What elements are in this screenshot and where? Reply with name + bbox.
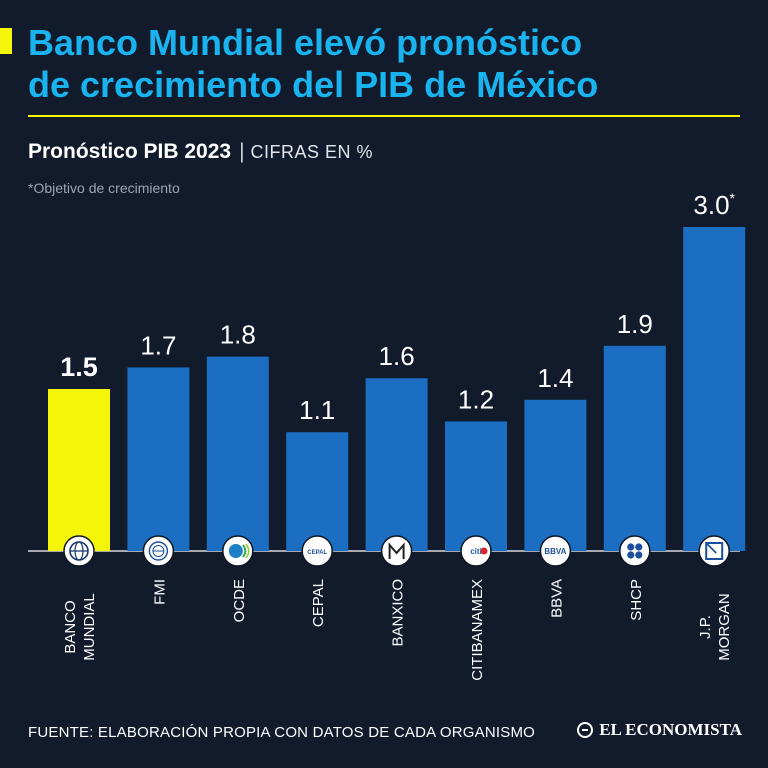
category-label-line: MUNDIAL: [81, 593, 98, 661]
jp-morgan-icon: [698, 535, 730, 567]
category-label-line: CEPAL: [310, 579, 327, 627]
category-label-line: J.P.: [697, 615, 714, 639]
data-label: 1.5: [60, 352, 98, 382]
bar: [603, 345, 666, 551]
footnote: *Objetivo de crecimiento: [28, 180, 180, 196]
cepal-icon: CEPAL: [301, 535, 333, 567]
ocde-icon: [222, 535, 254, 567]
logo-text: citi: [470, 547, 482, 556]
logo-text: BBVA: [544, 547, 566, 556]
category-label-line: BBVA: [548, 579, 565, 618]
category-label-line: CITIBANAMEX: [469, 579, 486, 681]
category-label: OCDE: [231, 579, 248, 622]
bar: [286, 432, 349, 551]
data-label: 1.8: [220, 320, 256, 350]
title-accent-marker: [0, 28, 12, 54]
chart-title: Pronóstico PIB 2023: [28, 140, 232, 163]
bar: [524, 399, 587, 551]
bar-group: 1.4 BBVA BBVA: [524, 363, 587, 618]
bar: [206, 356, 269, 551]
imf-icon: [142, 535, 175, 567]
banxico-icon: [380, 535, 413, 567]
title-line-2: de crecimiento del PIB de México: [28, 64, 599, 105]
bar-group: 1.6 BANXICO: [365, 341, 428, 647]
bar: [127, 367, 190, 551]
bar-group: 1.9 SHCP: [603, 309, 666, 621]
category-label: SHCP: [628, 579, 645, 621]
category-label-line: FMI: [151, 579, 168, 605]
bar-group: 1.2 citi CITIBANAMEX: [445, 384, 507, 681]
category-label-line: MORGAN: [716, 593, 733, 661]
data-label: 1.1: [299, 395, 335, 425]
brand-logo: EL ECONOMISTA: [577, 720, 742, 740]
bbva-icon: BBVA: [539, 535, 572, 567]
category-label-line: BANXICO: [390, 579, 407, 647]
brand-mark-icon: [577, 722, 594, 738]
data-label: 1.6: [379, 341, 415, 371]
category-label: CEPAL: [310, 579, 327, 627]
subtitle-separator: |: [239, 140, 245, 163]
asterisk-mark: *: [730, 190, 736, 206]
source-note: FUENTE: ELABORACIÓN PROPIA CON DATOS DE …: [28, 724, 536, 741]
category-label-line: BANCO: [62, 600, 79, 653]
category-label: J.P. MORGAN: [697, 593, 733, 661]
category-label-line: OCDE: [231, 579, 248, 622]
chart-subtitle: Pronóstico PIB 2023 | CIFRAS EN %: [28, 140, 373, 164]
bar-group: 1.5 BANCO MUNDIAL: [48, 352, 110, 661]
units-label: CIFRAS EN %: [250, 142, 374, 162]
data-label: 1.9: [617, 309, 653, 339]
bar-group: 3.0* J.P. MORGAN: [683, 190, 746, 661]
world-bank-icon: [63, 535, 95, 567]
data-label: 1.7: [140, 330, 176, 360]
title-line-1: Banco Mundial elevó pronóstico: [28, 22, 583, 63]
logo-text: CEPAL: [307, 550, 327, 556]
bar: [683, 227, 746, 551]
bar: [445, 421, 507, 551]
page-title: Banco Mundial elevó pronóstico de crecim…: [28, 22, 748, 106]
bar-group: 1.1 CEPAL CEPAL: [286, 395, 349, 627]
title-divider: [28, 115, 740, 117]
shcp-icon: [619, 535, 651, 567]
category-label: BANCO MUNDIAL: [62, 593, 98, 661]
bar: [48, 389, 110, 551]
category-label: FMI: [151, 579, 168, 605]
data-label: 1.2: [458, 384, 494, 414]
category-label: CITIBANAMEX: [469, 579, 486, 681]
brand-name: EL ECONOMISTA: [599, 720, 742, 739]
bar-group: 1.7 FMI: [127, 330, 190, 605]
category-label: BANXICO: [390, 579, 407, 647]
category-label: BBVA: [548, 579, 565, 618]
category-label-line: SHCP: [628, 579, 645, 621]
data-label: 3.0*: [693, 190, 735, 220]
bar: [365, 378, 428, 551]
data-label: 1.4: [537, 363, 573, 393]
citi-icon: citi: [460, 535, 492, 567]
bar-group: 1.8 OCDE: [206, 320, 269, 622]
